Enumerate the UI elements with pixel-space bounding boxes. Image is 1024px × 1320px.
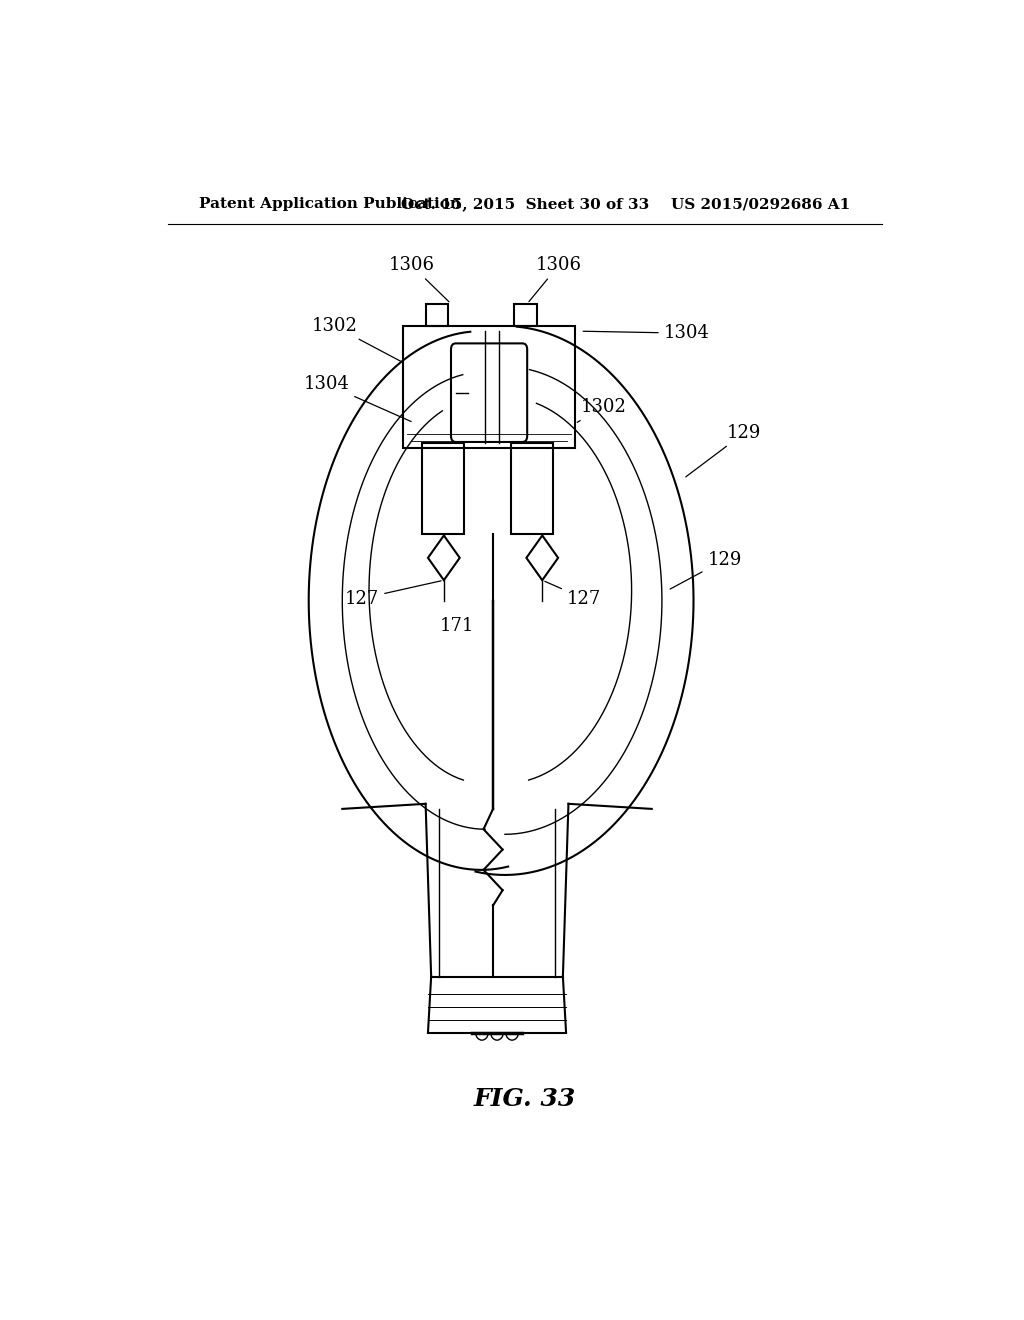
Bar <box>426 304 447 326</box>
Text: 1304: 1304 <box>303 375 412 421</box>
Text: Oct. 15, 2015  Sheet 30 of 33: Oct. 15, 2015 Sheet 30 of 33 <box>400 197 649 211</box>
Text: 1302: 1302 <box>311 317 401 362</box>
Text: 129: 129 <box>686 424 762 477</box>
Bar <box>511 444 553 535</box>
Text: 129: 129 <box>670 550 741 589</box>
Text: 127: 127 <box>345 581 441 607</box>
Text: 171: 171 <box>440 616 474 635</box>
Bar <box>514 304 537 326</box>
Bar <box>422 444 464 535</box>
Text: 1302: 1302 <box>578 399 627 422</box>
Text: US 2015/0292686 A1: US 2015/0292686 A1 <box>671 197 850 211</box>
Text: 1306: 1306 <box>388 256 449 302</box>
Bar <box>403 326 574 447</box>
Text: 127: 127 <box>545 581 601 607</box>
Text: FIG. 33: FIG. 33 <box>474 1086 575 1110</box>
Text: 1306: 1306 <box>529 256 582 301</box>
Text: 1304: 1304 <box>583 325 710 342</box>
Text: Patent Application Publication: Patent Application Publication <box>200 197 462 211</box>
